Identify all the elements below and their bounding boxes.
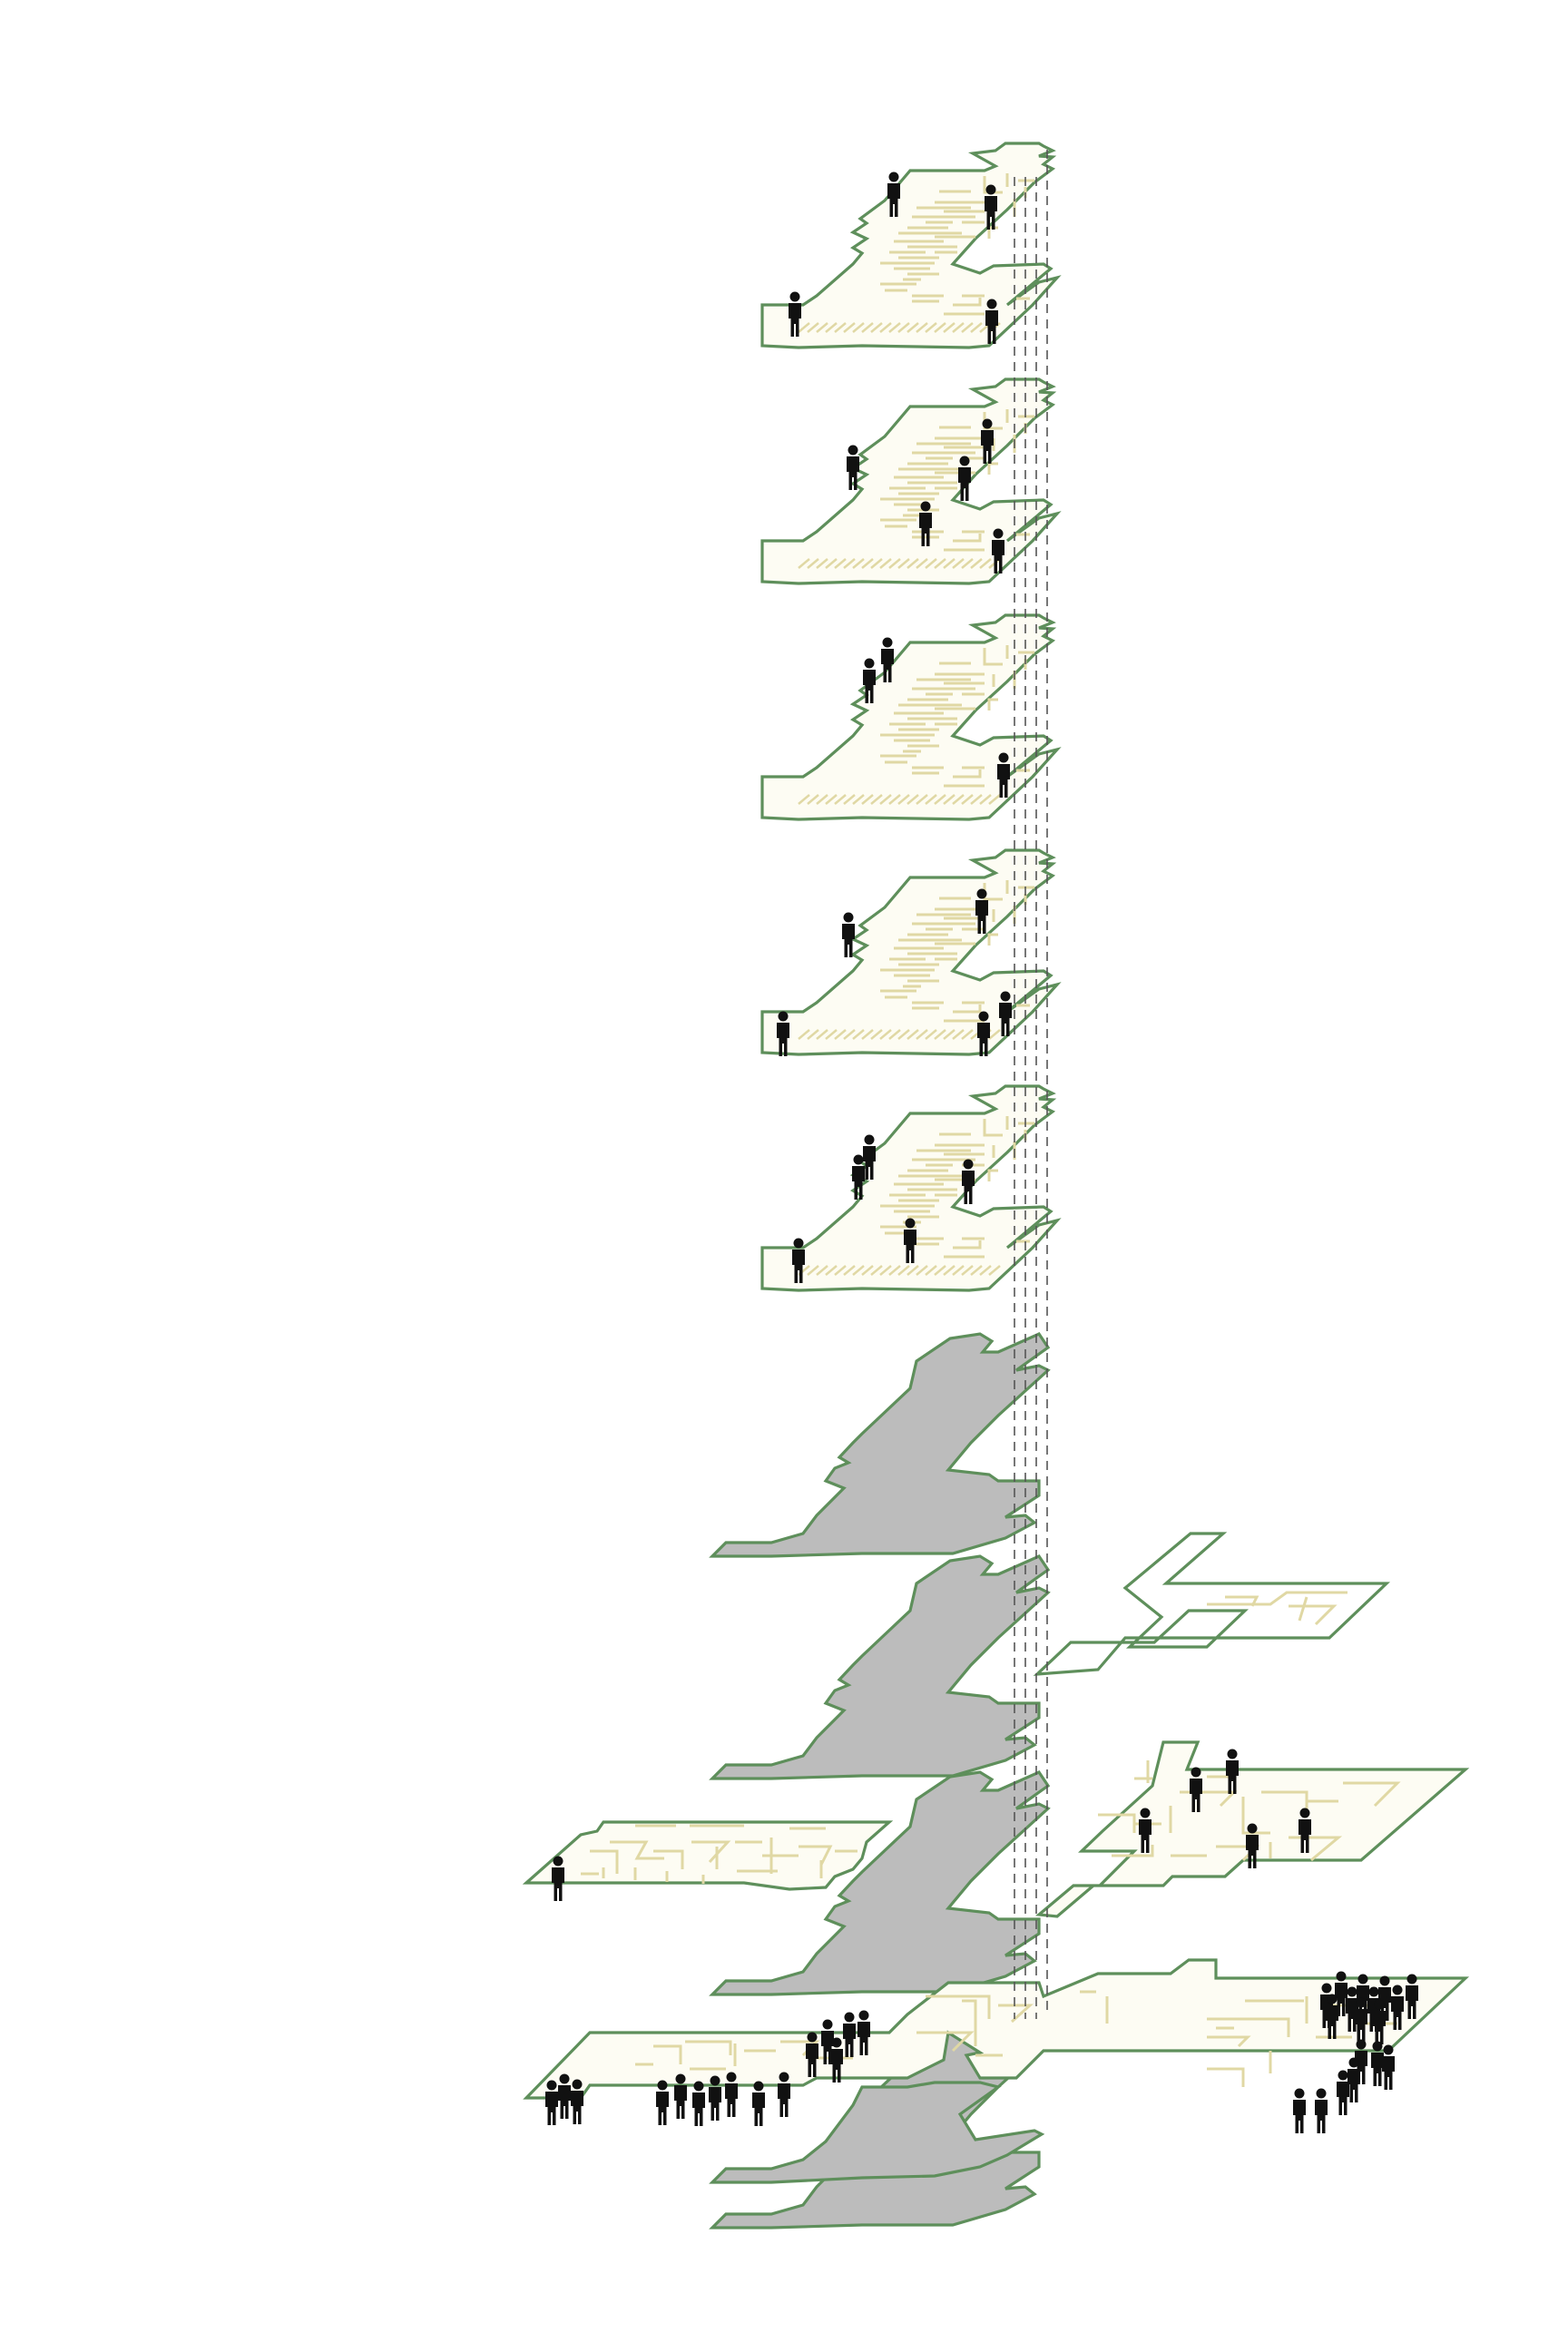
person-icon xyxy=(725,2072,738,2117)
person-icon xyxy=(1337,2070,1349,2115)
tower-floor-4 xyxy=(760,848,1059,1056)
person-icon xyxy=(1348,2057,1360,2102)
person-icon xyxy=(692,2081,705,2126)
person-icon xyxy=(709,2075,721,2121)
person-icon xyxy=(752,2081,765,2126)
tower-floor-3 xyxy=(760,613,1059,821)
person-icon xyxy=(842,912,855,957)
person-icon xyxy=(962,1159,975,1204)
tower-floor-5 xyxy=(760,1084,1059,1292)
podium-left-wing xyxy=(522,1820,894,1891)
person-icon xyxy=(571,2079,583,2124)
vertical-core-dashed-lines xyxy=(1014,150,1048,2019)
person-icon xyxy=(1293,2088,1306,2133)
person-icon xyxy=(558,2073,571,2119)
ground-level-plan xyxy=(523,1958,1470,2184)
person-icon xyxy=(1382,2044,1395,2090)
person-icon xyxy=(1315,2088,1328,2133)
wing-outline-upper xyxy=(1033,1532,1390,1676)
tower-floor-top xyxy=(760,142,1059,349)
slab-2 xyxy=(710,1554,1050,1780)
person-icon xyxy=(545,2080,558,2125)
slab-1 xyxy=(710,1332,1050,1558)
person-icon xyxy=(552,1856,564,1901)
tower-floor-2 xyxy=(760,377,1059,585)
person-icon xyxy=(778,2072,790,2117)
person-icon xyxy=(1371,2041,1384,2086)
person-icon xyxy=(674,2073,687,2119)
person-icon xyxy=(656,2080,669,2125)
person-icon xyxy=(958,456,971,501)
